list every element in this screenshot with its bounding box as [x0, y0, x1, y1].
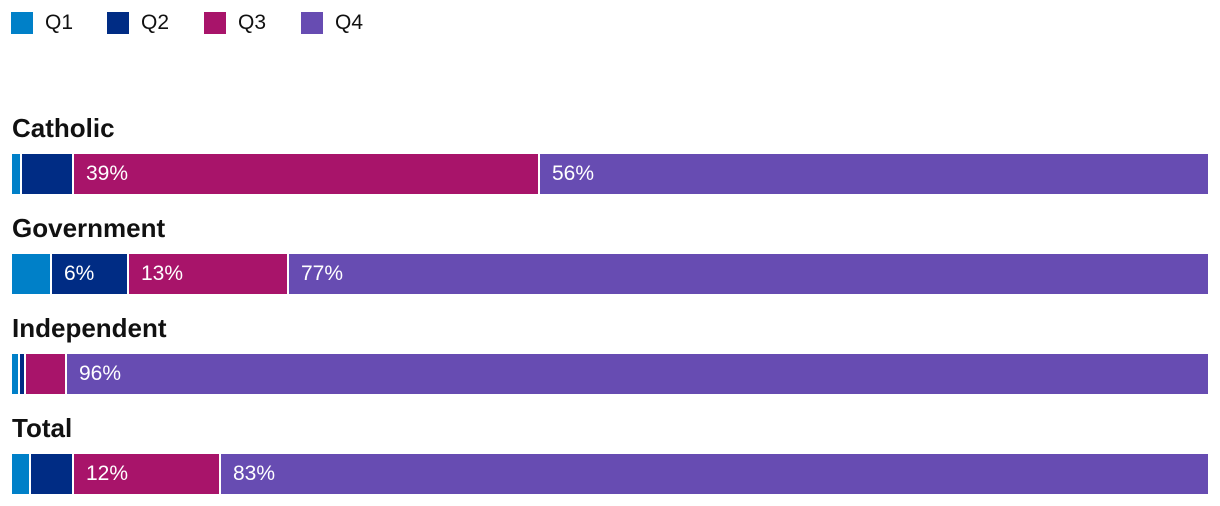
- legend-swatch-q3: [204, 12, 226, 34]
- legend-label-q2: Q2: [141, 11, 170, 34]
- bar-segment-catholic-q2: [20, 154, 72, 194]
- data-label: 6%: [64, 262, 95, 285]
- category-label-government: Government: [12, 213, 166, 243]
- bar-segment-total-q1: [12, 454, 29, 494]
- data-label: 56%: [552, 162, 595, 185]
- bar-segment-catholic-q4: 56%: [538, 154, 1208, 194]
- bar-segment-total-q2: [29, 454, 72, 494]
- bar-segment-independent-q4: 96%: [65, 354, 1208, 394]
- bar-segment-independent-q2: [18, 354, 24, 394]
- legend-label-q3: Q3: [238, 11, 267, 34]
- bar-segment-independent-q1: [12, 354, 18, 394]
- data-label: 96%: [79, 362, 122, 385]
- legend-label-q4: Q4: [335, 11, 364, 34]
- bar-segment-total-q3: 12%: [72, 454, 219, 494]
- bar-segment-government-q2: 6%: [50, 254, 127, 294]
- data-label: 12%: [86, 462, 129, 485]
- legend-swatch-q2: [107, 12, 129, 34]
- bar-segment-government-q3: 13%: [127, 254, 287, 294]
- bar-independent: 96%: [12, 354, 1208, 394]
- category-label-total: Total: [12, 413, 73, 443]
- legend-swatch-q4: [301, 12, 323, 34]
- bar-segment-catholic-q3: 39%: [72, 154, 538, 194]
- bar-total: 12% 83%: [12, 454, 1208, 494]
- category-label-independent: Independent: [12, 313, 167, 343]
- bar-segment-government-q4: 77%: [287, 254, 1208, 294]
- bar-catholic: 39% 56%: [12, 154, 1208, 194]
- data-label: 39%: [86, 162, 129, 185]
- data-label: 13%: [141, 262, 184, 285]
- bar-segment-government-q1: [12, 254, 50, 294]
- category-label-catholic: Catholic: [12, 113, 115, 143]
- legend-label-q1: Q1: [45, 11, 74, 34]
- bar-segment-total-q4: 83%: [219, 454, 1208, 494]
- legend-swatch-q1: [11, 12, 33, 34]
- bar-government: 6% 13% 77%: [12, 254, 1208, 294]
- data-label: 77%: [301, 262, 344, 285]
- bar-segment-independent-q3: [24, 354, 65, 394]
- data-label: 83%: [233, 462, 276, 485]
- bar-segment-catholic-q1: [12, 154, 20, 194]
